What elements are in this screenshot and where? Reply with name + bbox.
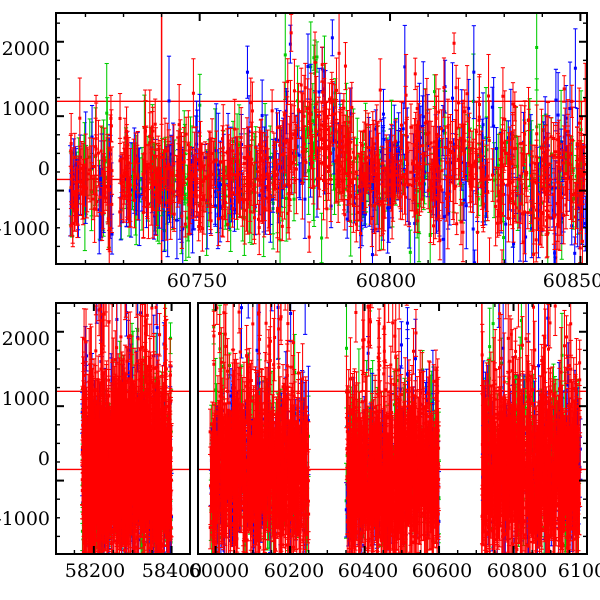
bottom-ytick-label-2000: 2000 xyxy=(0,330,50,349)
bottom-panel-segment-1 xyxy=(55,302,191,555)
bottom-xtick-label-58400: 58400 xyxy=(117,562,227,581)
top-ytick-label-2000: 2000 xyxy=(0,40,50,59)
top-panel-frame xyxy=(55,12,588,265)
bottom-segment-2-frame xyxy=(197,302,588,555)
bottom-xtick-label-60200: 60200 xyxy=(239,562,349,581)
bottom-ytick-label-1000: 1000 xyxy=(0,390,50,409)
top-ytick-label-1000: 1000 xyxy=(0,100,50,119)
bottom-xtick-label-60000: 60000 xyxy=(164,562,274,581)
top-xtick-label-60750: 60750 xyxy=(142,272,252,291)
bottom-ytick-label-0: 0 xyxy=(0,450,50,469)
data-series-series-red xyxy=(208,302,583,555)
top-ytick-label-minus1000: -1000 xyxy=(0,220,50,239)
bottom-segment-1-plot-area xyxy=(55,302,191,555)
bottom-segment-1-frame xyxy=(55,302,191,555)
top-xtick-label-60850: 60850 xyxy=(518,272,600,291)
bottom-panel-segment-2 xyxy=(197,302,588,555)
bottom-xtick-label-60400: 60400 xyxy=(313,562,423,581)
bottom-segment-2-plot-area xyxy=(197,302,588,555)
top-panel xyxy=(55,12,588,265)
bottom-ytick-label-minus1000: -1000 xyxy=(0,510,50,529)
top-panel-plot-area xyxy=(55,12,588,265)
bottom-xtick-label-60600: 60600 xyxy=(387,562,497,581)
data-series-series-red xyxy=(68,12,588,265)
bottom-xtick-label-61000: 61000 xyxy=(533,562,600,581)
bottom-xtick-label-60800: 60800 xyxy=(462,562,572,581)
top-ytick-label-0: 0 xyxy=(0,160,50,179)
bottom-xtick-label-58200: 58200 xyxy=(40,562,150,581)
data-series-series-red xyxy=(80,302,174,555)
top-xtick-label-60800: 60800 xyxy=(331,272,441,291)
